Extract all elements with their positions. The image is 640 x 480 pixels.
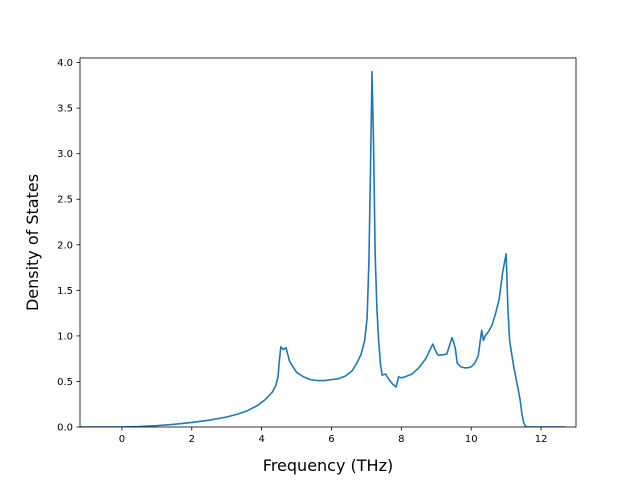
x-tick-label: 2 [189,434,195,445]
x-tick-label: 4 [258,434,264,445]
x-tick-label: 0 [119,434,125,445]
y-tick-label: 3.5 [57,104,73,115]
x-axis-label: Frequency (THz) [263,456,393,475]
plot-frame [79,57,577,428]
y-tick-label: 2.5 [57,195,73,206]
y-tick-label: 4.0 [57,58,73,69]
y-axis-label: Density of States [23,174,42,311]
y-tick-label: 0.0 [57,423,73,434]
x-tick-label: 12 [535,434,548,445]
y-tick-label: 1.5 [57,286,73,297]
y-axis-ticks: 0.0 0.5 1.0 1.5 2.0 2.5 3.0 3.5 4.0 [57,58,80,434]
plot-layer [80,70,566,427]
dos-series-line-0 [80,70,566,427]
y-tick-label: 0.5 [57,377,73,388]
x-axis-ticks: 0 2 4 6 8 10 12 [119,427,548,445]
x-tick-label: 10 [465,434,478,445]
y-tick-label: 1.0 [57,331,73,342]
x-tick-label: 8 [398,434,404,445]
y-tick-label: 3.0 [57,149,73,160]
y-tick-label: 2.0 [57,240,73,251]
x-tick-label: 6 [328,434,334,445]
